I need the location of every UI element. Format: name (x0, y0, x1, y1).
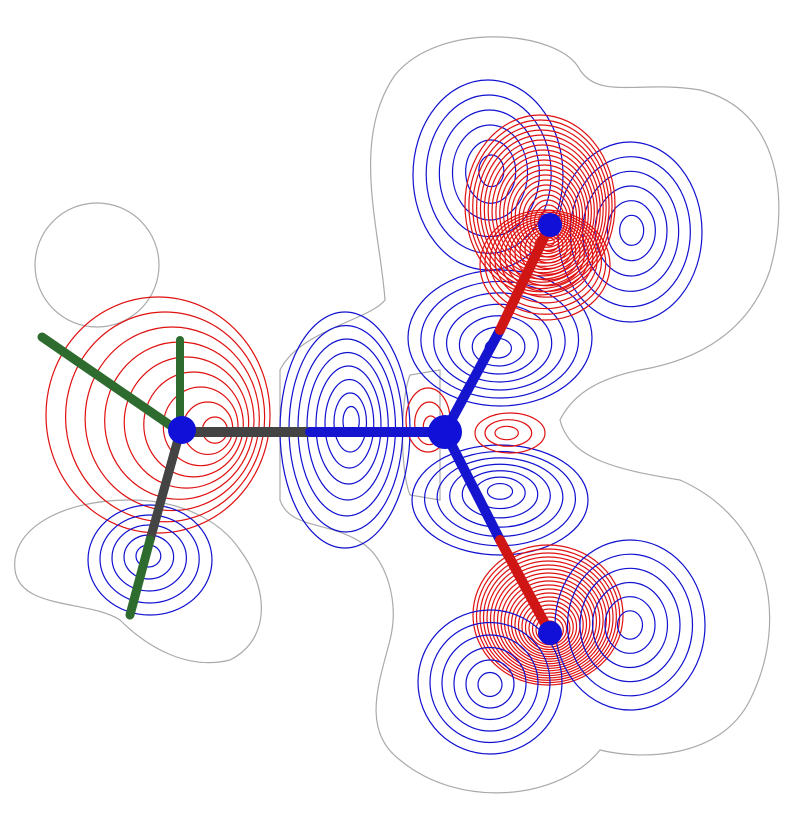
atom (168, 416, 196, 444)
orbital-view (0, 0, 789, 823)
atom (538, 213, 562, 237)
atom (428, 415, 462, 449)
atom (538, 621, 562, 645)
